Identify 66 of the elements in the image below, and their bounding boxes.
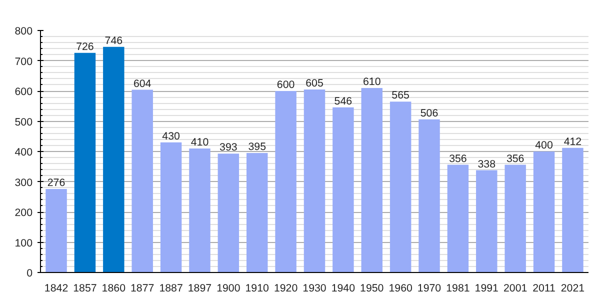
bar xyxy=(304,89,326,272)
bar xyxy=(160,142,182,272)
bar xyxy=(361,88,382,272)
x-tick-label: 1887 xyxy=(159,282,183,294)
y-tick-label: 800 xyxy=(14,26,33,38)
bar xyxy=(504,164,526,272)
x-tick-label: 1897 xyxy=(188,282,212,294)
bar xyxy=(390,102,412,272)
y-tick-label: 0 xyxy=(26,268,33,280)
x-tick-label: 2011 xyxy=(532,282,556,294)
data-label: 356 xyxy=(506,152,524,165)
data-label: 393 xyxy=(220,142,238,154)
data-label: 746 xyxy=(104,34,123,47)
x-tick-label: 2001 xyxy=(503,282,528,294)
x-tick-label: 1910 xyxy=(245,282,270,294)
x-tick-label: 1950 xyxy=(360,282,384,294)
x-tick-label: 2021 xyxy=(560,282,585,294)
x-tick-label: 1857 xyxy=(73,282,97,294)
x-tick-label: 1960 xyxy=(388,282,412,294)
bar xyxy=(533,152,555,272)
x-tick-label: 1920 xyxy=(274,282,298,294)
bar xyxy=(562,148,584,272)
bar xyxy=(332,107,354,272)
bar xyxy=(447,164,469,272)
x-tick-label: 1860 xyxy=(102,282,126,294)
bar xyxy=(103,46,124,272)
y-tick-label: 300 xyxy=(14,176,33,189)
data-label: 600 xyxy=(276,79,295,91)
y-tick-label: 600 xyxy=(14,86,33,98)
x-tick-label: 1877 xyxy=(130,282,154,294)
bar xyxy=(218,154,240,272)
bar xyxy=(418,119,440,272)
y-tick-label: 100 xyxy=(14,237,33,250)
data-label: 338 xyxy=(478,158,496,170)
data-label: 506 xyxy=(420,107,438,120)
x-tick-label: 1991 xyxy=(474,282,499,294)
data-label: 395 xyxy=(248,141,266,154)
data-label: 546 xyxy=(334,95,352,108)
x-tick-label: 1930 xyxy=(302,282,326,294)
data-label: 604 xyxy=(133,78,152,90)
bar xyxy=(275,91,296,272)
bar xyxy=(74,52,96,272)
x-tick-label: 1940 xyxy=(331,282,356,294)
data-label: 605 xyxy=(306,77,324,90)
bar xyxy=(476,170,498,272)
data-label: 430 xyxy=(162,130,180,142)
y-tick-label: 400 xyxy=(14,146,33,158)
bar xyxy=(189,148,210,272)
data-label: 400 xyxy=(535,140,553,152)
y-tick-label: 500 xyxy=(14,116,33,128)
data-label: 410 xyxy=(190,136,209,148)
data-label: 726 xyxy=(76,40,94,53)
data-label: 356 xyxy=(449,152,467,165)
bar xyxy=(132,90,153,272)
y-tick-label: 700 xyxy=(14,56,33,68)
data-label: 276 xyxy=(47,177,66,190)
bar xyxy=(246,153,268,272)
data-label: 412 xyxy=(564,136,582,148)
bar xyxy=(46,189,67,272)
data-label: 610 xyxy=(362,76,381,88)
data-label: 565 xyxy=(392,90,410,102)
y-tick-label: 200 xyxy=(14,207,33,219)
x-tick-label: 1981 xyxy=(446,282,470,294)
x-tick-label: 1900 xyxy=(216,282,240,294)
x-tick-label: 1970 xyxy=(417,282,442,294)
x-tick-label: 1842 xyxy=(44,282,68,294)
